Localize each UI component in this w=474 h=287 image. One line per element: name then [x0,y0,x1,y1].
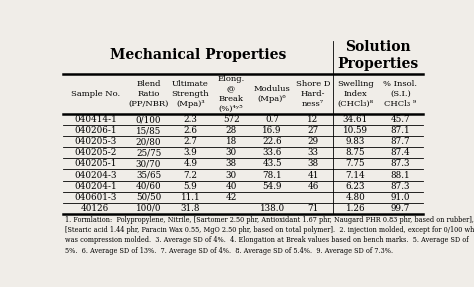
Text: Swelling
Index
(CHCl₃)⁸: Swelling Index (CHCl₃)⁸ [337,80,374,108]
Text: 040205-2: 040205-2 [74,148,117,157]
Text: 54.9: 54.9 [262,182,282,191]
Text: 45.7: 45.7 [391,115,410,124]
Text: 040414-1: 040414-1 [74,115,117,124]
Text: 15/85: 15/85 [136,126,161,135]
Text: 9.83: 9.83 [346,137,365,146]
Text: Blend
Ratio
(PP/NBR): Blend Ratio (PP/NBR) [128,80,169,108]
Text: 41: 41 [307,170,319,180]
Text: 30/70: 30/70 [136,160,161,168]
Text: 3.9: 3.9 [183,148,197,157]
Text: % Insol.
(S.I.)
CHCl₃ ⁹: % Insol. (S.I.) CHCl₃ ⁹ [383,80,418,108]
Text: Mechanical Properties: Mechanical Properties [110,49,286,63]
Text: 11.1: 11.1 [181,193,200,202]
Text: 0.7: 0.7 [265,115,279,124]
Text: 38: 38 [307,160,319,168]
Text: Sample No.: Sample No. [71,90,120,98]
Text: 5.9: 5.9 [183,182,197,191]
Text: 572: 572 [223,115,239,124]
Text: 1. Formlation:  Polypropylene, Nitrile, [Sartomer 2.50 phr, Antioxidant 1.67 phr: 1. Formlation: Polypropylene, Nitrile, [… [65,216,474,255]
Text: Shore D
Hard-
ness⁷: Shore D Hard- ness⁷ [296,80,330,108]
Text: 91.0: 91.0 [391,193,410,202]
Text: 35/65: 35/65 [136,170,161,180]
Text: 16.9: 16.9 [262,126,282,135]
Text: 4.9: 4.9 [183,160,197,168]
Text: 40/60: 40/60 [136,182,161,191]
Text: 71: 71 [307,204,319,213]
Text: 040206-1: 040206-1 [74,126,117,135]
Text: 22.6: 22.6 [262,137,282,146]
Text: 18: 18 [226,137,237,146]
Text: 88.1: 88.1 [391,170,410,180]
Text: 7.14: 7.14 [346,170,365,180]
Text: 33.6: 33.6 [262,148,282,157]
Text: Solution
Properties: Solution Properties [337,40,419,71]
Text: Modulus
(Mpa)⁶: Modulus (Mpa)⁶ [254,85,291,103]
Text: 100/0: 100/0 [136,204,161,213]
Text: 8.75: 8.75 [346,148,365,157]
Text: 46: 46 [307,182,319,191]
Text: 87.3: 87.3 [391,160,410,168]
Text: 2.7: 2.7 [183,137,197,146]
Text: 040601-3: 040601-3 [74,193,117,202]
Text: 50/50: 50/50 [136,193,161,202]
Text: 33: 33 [308,148,319,157]
Text: 10.59: 10.59 [343,126,368,135]
Text: Elong.
@
Break
(%)⁴ʸ⁵: Elong. @ Break (%)⁴ʸ⁵ [218,75,245,113]
Text: 30: 30 [226,148,237,157]
Text: 29: 29 [307,137,319,146]
Text: 25/75: 25/75 [136,148,161,157]
Text: 34.61: 34.61 [343,115,368,124]
Text: 0/100: 0/100 [136,115,161,124]
Text: 87.4: 87.4 [391,148,410,157]
Text: 138.0: 138.0 [259,204,284,213]
Text: 1.26: 1.26 [346,204,365,213]
Text: Ultimate
Strength
(Mpa)³: Ultimate Strength (Mpa)³ [172,80,209,108]
Text: 43.5: 43.5 [262,160,282,168]
Text: 78.1: 78.1 [262,170,282,180]
Text: 040205-3: 040205-3 [74,137,117,146]
Text: 87.3: 87.3 [391,182,410,191]
Text: 6.23: 6.23 [346,182,365,191]
Text: 99.7: 99.7 [391,204,410,213]
Text: 40: 40 [226,182,237,191]
Text: 30: 30 [226,170,237,180]
Text: 040205-1: 040205-1 [74,160,117,168]
Text: 20/80: 20/80 [136,137,161,146]
Text: 2.3: 2.3 [183,115,197,124]
Text: 12: 12 [307,115,319,124]
Text: 040204-1: 040204-1 [74,182,117,191]
Text: 7.75: 7.75 [346,160,365,168]
Text: 7.2: 7.2 [183,170,197,180]
Text: 40126: 40126 [81,204,109,213]
Text: 31.8: 31.8 [181,204,200,213]
Text: 38: 38 [226,160,237,168]
Text: 28: 28 [226,126,237,135]
Text: 4.80: 4.80 [346,193,365,202]
Text: 27: 27 [307,126,319,135]
Text: 42: 42 [226,193,237,202]
Text: 87.7: 87.7 [391,137,410,146]
Text: 040204-3: 040204-3 [74,170,117,180]
Text: 87.1: 87.1 [391,126,410,135]
Text: 2.6: 2.6 [183,126,197,135]
